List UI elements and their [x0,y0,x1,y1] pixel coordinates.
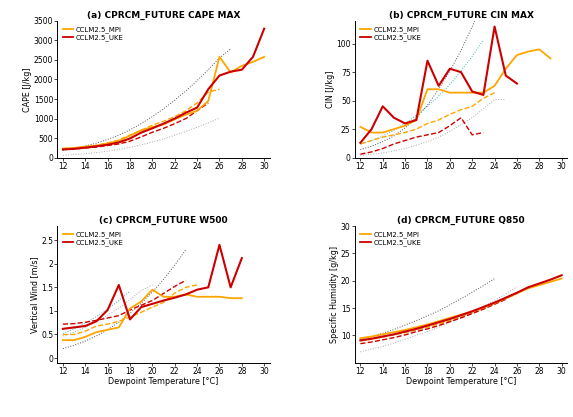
Y-axis label: Vertical Wind [m/s]: Vertical Wind [m/s] [30,256,40,333]
Legend: CCLM2.5_MPI, CCLM2.5_UKE: CCLM2.5_MPI, CCLM2.5_UKE [358,229,423,249]
X-axis label: Dewpoint Temperature [°C]: Dewpoint Temperature [°C] [406,377,516,386]
Title: (a) CPRCM_FUTURE CAPE MAX: (a) CPRCM_FUTURE CAPE MAX [87,11,240,20]
Title: (b) CPRCM_FUTURE CIN MAX: (b) CPRCM_FUTURE CIN MAX [388,11,533,20]
Y-axis label: CAPE [J/kg]: CAPE [J/kg] [23,67,32,112]
X-axis label: Dewpoint Temperature [°C]: Dewpoint Temperature [°C] [108,377,219,386]
Legend: CCLM2.5_MPI, CCLM2.5_UKE: CCLM2.5_MPI, CCLM2.5_UKE [358,24,423,43]
Legend: CCLM2.5_MPI, CCLM2.5_UKE: CCLM2.5_MPI, CCLM2.5_UKE [61,229,126,249]
Title: (d) CPRCM_FUTURE Q850: (d) CPRCM_FUTURE Q850 [397,216,525,225]
Legend: CCLM2.5_MPI, CCLM2.5_UKE: CCLM2.5_MPI, CCLM2.5_UKE [61,24,126,43]
Y-axis label: Specific Humidity [g/kg]: Specific Humidity [g/kg] [331,246,339,343]
Title: (c) CPRCM_FUTURE W500: (c) CPRCM_FUTURE W500 [99,216,228,225]
Y-axis label: CIN [J/kg]: CIN [J/kg] [325,70,335,108]
